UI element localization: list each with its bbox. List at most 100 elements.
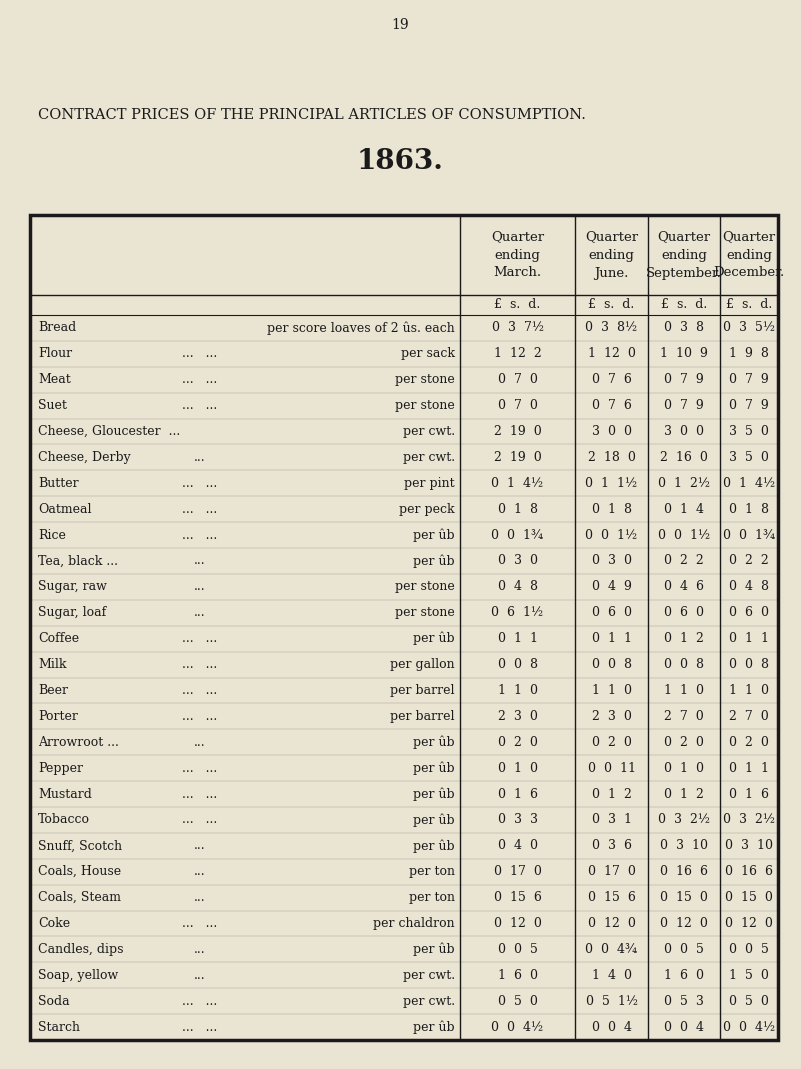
Text: 0  5  3: 0 5 3 <box>664 994 704 1008</box>
Text: 0  0  4½: 0 0 4½ <box>723 1021 775 1034</box>
Text: Pepper: Pepper <box>38 761 83 775</box>
Text: 0  3  2½: 0 3 2½ <box>658 814 710 826</box>
Text: 2  18  0: 2 18 0 <box>588 451 635 464</box>
Text: ...: ... <box>194 839 206 852</box>
Text: 0  12  0: 0 12 0 <box>660 917 708 930</box>
Text: ...: ... <box>194 969 206 981</box>
Text: 0  1  0: 0 1 0 <box>497 761 537 775</box>
Text: 0  5  0: 0 5 0 <box>729 994 769 1008</box>
Text: ...: ... <box>194 555 206 568</box>
Text: 0  17  0: 0 17 0 <box>588 865 635 879</box>
Text: ...: ... <box>194 580 206 593</box>
Text: Quarter
ending
September.: Quarter ending September. <box>646 231 722 279</box>
Text: 2  19  0: 2 19 0 <box>493 425 541 438</box>
Bar <box>30 215 778 1040</box>
Text: 0  1  8: 0 1 8 <box>591 502 631 515</box>
Text: per cwt.: per cwt. <box>403 425 455 438</box>
Text: 0  15  6: 0 15 6 <box>588 892 635 904</box>
Text: 1  10  9: 1 10 9 <box>660 347 708 360</box>
Text: 0  4  8: 0 4 8 <box>729 580 769 593</box>
Text: per stone: per stone <box>395 373 455 386</box>
Text: per peck: per peck <box>400 502 455 515</box>
Text: 0  6  0: 0 6 0 <box>591 606 631 619</box>
Text: 0  1  4½: 0 1 4½ <box>492 477 544 490</box>
Text: Coffee: Coffee <box>38 632 79 646</box>
Text: per ûb: per ûb <box>413 735 455 749</box>
Text: 0  12  0: 0 12 0 <box>725 917 773 930</box>
Text: per ûb: per ûb <box>413 761 455 775</box>
Text: 0  1  2: 0 1 2 <box>664 632 704 646</box>
Text: 0  7  6: 0 7 6 <box>592 373 631 386</box>
Text: 0  2  2: 0 2 2 <box>729 555 769 568</box>
Text: Suet: Suet <box>38 399 66 413</box>
Text: 0  0  1½: 0 0 1½ <box>658 528 710 542</box>
Text: £  s.  d.: £ s. d. <box>494 298 541 311</box>
Text: 2  3  0: 2 3 0 <box>497 710 537 723</box>
Text: 0  4  9: 0 4 9 <box>592 580 631 593</box>
Text: £  s.  d.: £ s. d. <box>726 298 772 311</box>
Text: Candles, dips: Candles, dips <box>38 943 123 956</box>
Text: Coke: Coke <box>38 917 70 930</box>
Text: 0  17  0: 0 17 0 <box>493 865 541 879</box>
Text: 0  1  8: 0 1 8 <box>729 502 769 515</box>
Text: 0  7  9: 0 7 9 <box>729 399 769 413</box>
Text: 0  0  1½: 0 0 1½ <box>586 528 638 542</box>
Text: 0  1  1: 0 1 1 <box>591 632 631 646</box>
Text: 1  4  0: 1 4 0 <box>591 969 631 981</box>
Text: ...   ...: ... ... <box>183 373 218 386</box>
Text: 0  0  5: 0 0 5 <box>729 943 769 956</box>
Text: 0  6  0: 0 6 0 <box>664 606 704 619</box>
Text: 0  1  6: 0 1 6 <box>497 788 537 801</box>
Text: 0  1  1: 0 1 1 <box>729 761 769 775</box>
Text: 0  7  9: 0 7 9 <box>729 373 769 386</box>
Text: per pint: per pint <box>405 477 455 490</box>
Text: 0  6  1½: 0 6 1½ <box>492 606 544 619</box>
Text: 2  16  0: 2 16 0 <box>660 451 708 464</box>
Text: 1  12  0: 1 12 0 <box>588 347 635 360</box>
Text: 0  3  0: 0 3 0 <box>497 555 537 568</box>
Text: 3  5  0: 3 5 0 <box>729 451 769 464</box>
Text: ...: ... <box>194 943 206 956</box>
Text: ...   ...: ... ... <box>183 1021 218 1034</box>
Text: per gallon: per gallon <box>390 659 455 671</box>
Text: 1  1  0: 1 1 0 <box>729 684 769 697</box>
Text: 0  3  7½: 0 3 7½ <box>492 322 544 335</box>
Text: 0  7  0: 0 7 0 <box>497 373 537 386</box>
Text: ...   ...: ... ... <box>183 528 218 542</box>
Text: per cwt.: per cwt. <box>403 994 455 1008</box>
Text: ...: ... <box>194 451 206 464</box>
Text: 0  2  0: 0 2 0 <box>497 735 537 748</box>
Text: 0  3  5½: 0 3 5½ <box>723 322 775 335</box>
Text: 0  0  8: 0 0 8 <box>497 659 537 671</box>
Text: Cheese, Gloucester  ...: Cheese, Gloucester ... <box>38 425 180 438</box>
Text: Tea, black ...: Tea, black ... <box>38 555 118 568</box>
Text: 0  1  8: 0 1 8 <box>497 502 537 515</box>
Text: Coals, Steam: Coals, Steam <box>38 892 121 904</box>
Text: 0  5  0: 0 5 0 <box>497 994 537 1008</box>
Text: 3  5  0: 3 5 0 <box>729 425 769 438</box>
Text: ...   ...: ... ... <box>183 761 218 775</box>
Text: per sack: per sack <box>401 347 455 360</box>
Text: 0  4  6: 0 4 6 <box>664 580 704 593</box>
Text: per chaldron: per chaldron <box>373 917 455 930</box>
Text: ...: ... <box>194 865 206 879</box>
Text: ...   ...: ... ... <box>183 710 218 723</box>
Text: 0  0  4¾: 0 0 4¾ <box>586 943 638 956</box>
Text: 0  1  2: 0 1 2 <box>664 788 704 801</box>
Text: 0  15  6: 0 15 6 <box>493 892 541 904</box>
Text: 0  1  1: 0 1 1 <box>729 632 769 646</box>
Text: 1  5  0: 1 5 0 <box>729 969 769 981</box>
Text: per ûb: per ûb <box>413 1020 455 1034</box>
Text: 0  16  6: 0 16 6 <box>660 865 708 879</box>
Text: 0  0  4: 0 0 4 <box>664 1021 704 1034</box>
Text: per ûb: per ûb <box>413 632 455 646</box>
Text: 1  6  0: 1 6 0 <box>497 969 537 981</box>
Text: per ûb: per ûb <box>413 528 455 542</box>
Text: 1  1  0: 1 1 0 <box>591 684 631 697</box>
Text: per score loaves of 2 ûs. each: per score loaves of 2 ûs. each <box>268 321 455 335</box>
Text: per ûb: per ûb <box>413 839 455 853</box>
Text: ...   ...: ... ... <box>183 917 218 930</box>
Text: 0  15  0: 0 15 0 <box>725 892 773 904</box>
Text: 0  4  0: 0 4 0 <box>497 839 537 852</box>
Text: Soap, yellow: Soap, yellow <box>38 969 119 981</box>
